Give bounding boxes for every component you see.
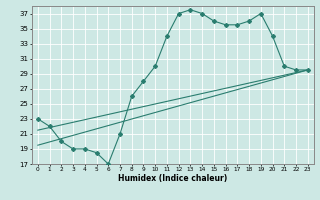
X-axis label: Humidex (Indice chaleur): Humidex (Indice chaleur) [118,174,228,183]
